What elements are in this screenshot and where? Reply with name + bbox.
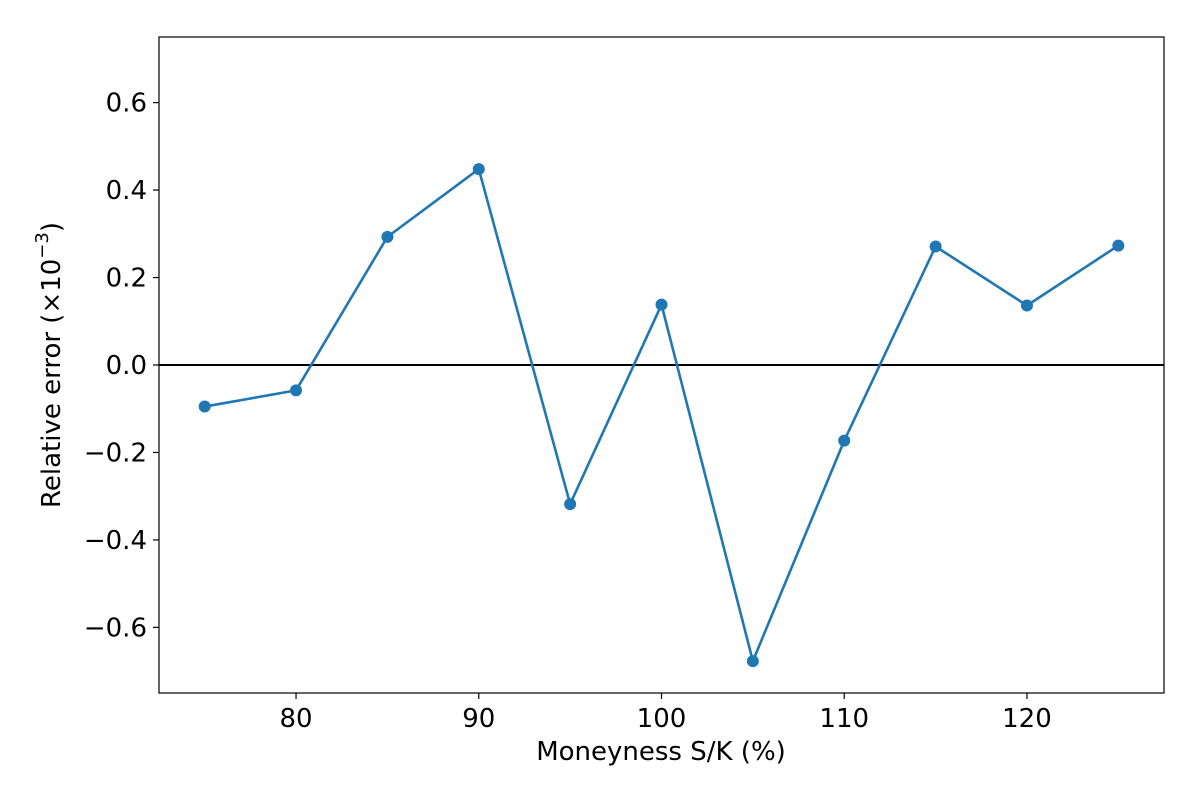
series-line xyxy=(204,167,1120,663)
data-point xyxy=(564,498,577,511)
y-axis-label: Relative error (×10−3) xyxy=(32,222,67,508)
y-axis-label-close: ) xyxy=(37,222,67,232)
data-point xyxy=(198,400,211,413)
data-point xyxy=(1112,239,1125,252)
x-tick-label: 90 xyxy=(462,704,495,734)
data-point xyxy=(655,298,668,311)
series-layer xyxy=(198,163,1125,668)
y-axis-label-exponent: −3 xyxy=(32,232,53,259)
x-tick-label: 110 xyxy=(819,704,869,734)
y-tick-label: −0.2 xyxy=(84,438,147,468)
x-axis-ticks: 80 90 100 110 120 xyxy=(279,693,1052,734)
x-axis-label: Moneyness S/K (%) xyxy=(536,737,786,767)
y-tick-label: −0.4 xyxy=(84,526,147,556)
y-axis-ticks: 0.6 0.4 0.2 0.0 −0.2 −0.4 −0.6 xyxy=(84,89,159,643)
y-tick-label: 0.4 xyxy=(106,176,147,206)
x-tick-label: 100 xyxy=(637,704,687,734)
y-axis-label-main: Relative error (×10 xyxy=(37,259,67,508)
x-tick-label: 80 xyxy=(279,704,312,734)
data-point xyxy=(746,655,759,668)
y-tick-label: 0.0 xyxy=(106,351,147,381)
data-point xyxy=(929,240,942,253)
data-point xyxy=(1020,299,1033,312)
data-point xyxy=(472,163,485,176)
y-tick-label: 0.6 xyxy=(106,89,147,119)
x-tick-label: 120 xyxy=(1002,704,1052,734)
data-point xyxy=(838,434,851,447)
data-point xyxy=(381,230,394,243)
y-tick-label: 0.2 xyxy=(106,264,147,294)
data-point xyxy=(290,384,303,397)
y-tick-label: −0.6 xyxy=(84,613,147,643)
